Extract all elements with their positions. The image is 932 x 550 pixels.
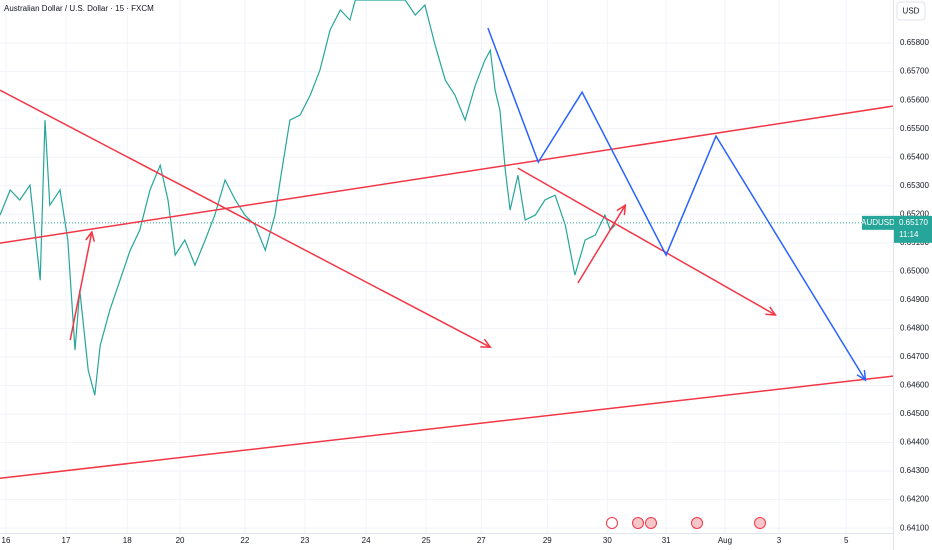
x-tick-label: 31: [662, 536, 671, 545]
y-tick-label: 0.64800: [900, 324, 929, 333]
grid: [0, 0, 893, 533]
x-tick-label: 30: [603, 536, 612, 545]
x-tick-label: 22: [240, 536, 249, 545]
event-icon[interactable]: [645, 517, 657, 529]
arrow-head: [85, 230, 96, 242]
y-tick-label: 0.65600: [900, 95, 929, 104]
y-tick-label: 0.65300: [900, 181, 929, 190]
trend-drawing: [487, 27, 867, 381]
x-tick-label: Aug: [718, 536, 732, 545]
y-tick-label: 0.65800: [900, 38, 929, 47]
chart-title: Australian Dollar / U.S. Dollar · 15 · F…: [4, 4, 154, 13]
currency-box[interactable]: [896, 1, 926, 21]
y-tick-label: 0.64600: [900, 381, 929, 390]
trend-drawing: [577, 204, 626, 284]
symbol-label-box: [862, 215, 894, 230]
countdown-label: 11:14: [899, 230, 919, 239]
trend-drawing: [517, 167, 776, 316]
event-icons: [606, 517, 766, 529]
y-tick-label: 0.64200: [900, 495, 929, 504]
y-tick-label: 0.64100: [900, 523, 929, 532]
x-tick-label: 24: [362, 536, 371, 545]
y-tick-label: 0.64300: [900, 466, 929, 475]
trend-drawing: [0, 105, 894, 244]
x-tick-label: 25: [422, 536, 431, 545]
x-tick-label: 23: [300, 536, 309, 545]
x-tick-label: 5: [844, 536, 849, 545]
trend-drawing: [0, 89, 491, 348]
y-tick-label: 0.64400: [900, 438, 929, 447]
arrow-head: [856, 370, 867, 382]
y-tick-label: 0.65500: [900, 124, 929, 133]
arrow-head: [765, 306, 777, 316]
x-tick-label: 18: [123, 536, 132, 545]
x-tick-label: 29: [543, 536, 552, 545]
y-tick-label: 0.64700: [900, 352, 929, 361]
symbol-label: AUDUSD: [861, 218, 895, 227]
trend-drawing: [69, 231, 93, 341]
y-tick-label: 0.65700: [900, 67, 929, 76]
y-tick-label: 0.64500: [900, 409, 929, 418]
x-tick-label: 16: [2, 536, 11, 545]
event-icon[interactable]: [606, 517, 618, 529]
y-tick-label: 0.65000: [900, 266, 929, 275]
y-tick-label: 0.65400: [900, 152, 929, 161]
x-tick-label: 20: [176, 536, 185, 545]
last-price-box: [894, 215, 932, 243]
arrow-head: [480, 338, 492, 348]
event-icon[interactable]: [691, 517, 703, 529]
y-tick-label: 0.65200: [900, 209, 929, 218]
event-icon[interactable]: [754, 517, 766, 529]
y-tick-label: 0.64900: [900, 295, 929, 304]
x-tick-label: 3: [777, 536, 782, 545]
trend-drawing: [0, 375, 894, 479]
x-tick-label: 27: [477, 536, 486, 545]
event-icon[interactable]: [632, 517, 644, 529]
x-tick-label: 17: [62, 536, 71, 545]
axes: 0.64100 0.64200 0.64300 0.64400 0.64500 0.646…: [2, 38, 932, 545]
price-line: [0, 0, 616, 396]
plot: [0, 0, 894, 479]
last-price-label: 0.65170: [899, 218, 928, 227]
arrow-head: [616, 203, 627, 216]
currency: USD: [903, 7, 920, 16]
